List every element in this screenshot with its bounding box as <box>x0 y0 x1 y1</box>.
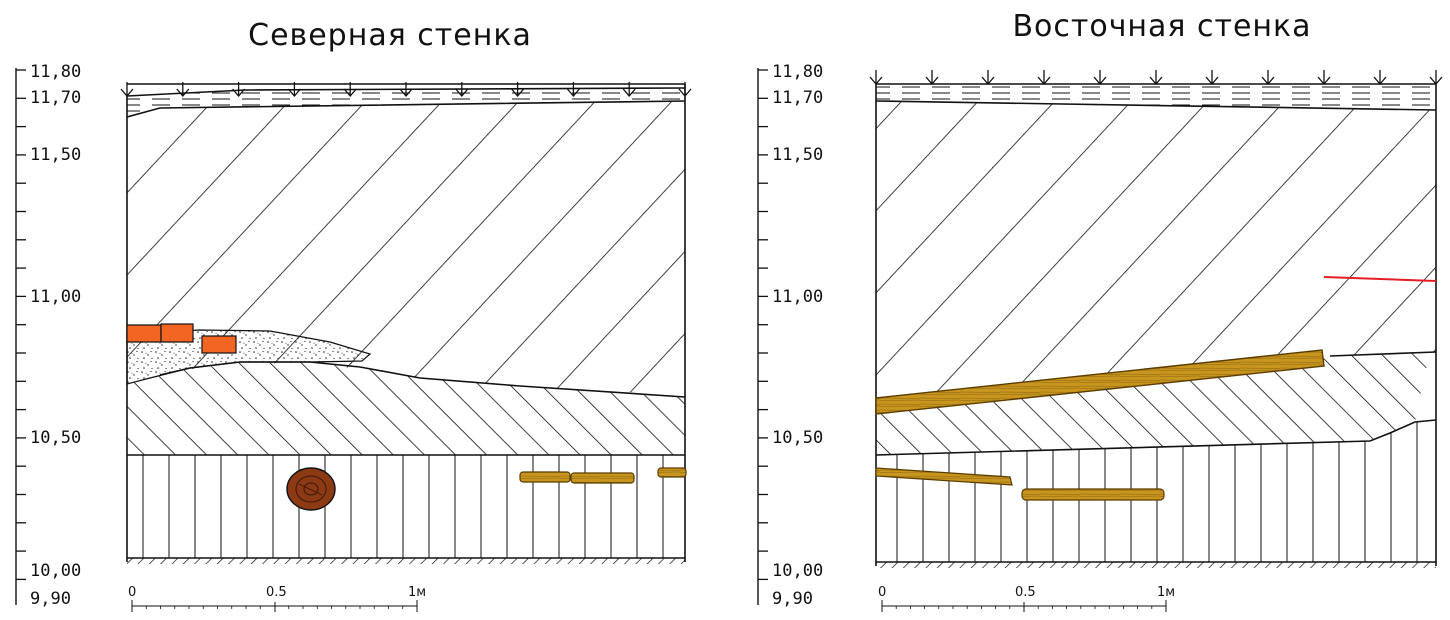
scale-label: 1м <box>408 585 426 600</box>
elevation-label: 9,90 <box>772 589 813 609</box>
elevation-label: 10,50 <box>30 428 81 448</box>
ground-surface-arrow <box>1149 70 1163 85</box>
loam-layer <box>876 101 1436 402</box>
topsoil-layer <box>127 88 685 117</box>
ground-surface-arrow <box>1373 70 1387 85</box>
elevation-label: 11,50 <box>772 145 823 165</box>
panel-title: Восточная стенка <box>1012 9 1311 44</box>
panel-title: Северная стенка <box>248 18 532 53</box>
elevation-label: 11,70 <box>772 88 823 108</box>
bar-scale: 0 0.5 1м <box>128 585 426 612</box>
elevation-label: 9,90 <box>30 589 71 609</box>
ground-surface-arrow <box>1093 70 1107 85</box>
clay-layer <box>876 352 1436 455</box>
wooden-plank <box>570 472 635 484</box>
wooden-plank <box>1021 488 1165 501</box>
section-drawing <box>120 82 692 564</box>
scale-label: 0.5 <box>1015 585 1036 600</box>
subsoil-layer <box>127 455 685 558</box>
scale-label: 0 <box>878 585 886 600</box>
wooden-plank <box>875 467 1013 486</box>
ground-surface-arrow <box>925 70 939 85</box>
clay-layer <box>127 362 685 455</box>
ground-surface-arrow <box>343 82 357 97</box>
wooden-beam <box>875 349 1325 415</box>
ground-surface-arrow <box>511 82 525 97</box>
scale-label: 1м <box>1157 585 1175 600</box>
wooden-plank <box>657 467 687 478</box>
elevation-scale: 11,80 11,70 11,50 11,00 10,50 10,00 9,90 <box>15 62 81 609</box>
ground-surface-arrow <box>176 82 190 97</box>
log-cross-section <box>286 467 336 511</box>
elevation-label: 10,50 <box>772 428 823 448</box>
elevation-label: 10,00 <box>772 561 823 581</box>
ground-surface-arrow <box>622 82 636 97</box>
elevation-label: 11,80 <box>30 62 81 82</box>
elevation-scale: 11,80 11,70 11,50 11,00 10,50 10,00 9,90 <box>757 62 823 609</box>
ground-surface-arrow <box>1317 70 1331 85</box>
elevation-label: 11,00 <box>772 287 823 307</box>
ground-surface-arrow <box>232 82 246 97</box>
floor-hatch <box>876 562 1436 568</box>
loam-layer <box>127 101 685 395</box>
brick <box>201 335 237 354</box>
ground-surface-arrow <box>120 82 134 97</box>
ground-surface-arrow <box>399 82 413 97</box>
scale-label: 0 <box>128 585 136 600</box>
ground-surface-arrow <box>869 70 883 85</box>
elevation-label: 11,00 <box>30 287 81 307</box>
panel-north: Северная стенка 11,80 11,70 11,50 11,00 … <box>15 18 692 612</box>
elevation-label: 11,70 <box>30 88 81 108</box>
ground-surface-arrow <box>678 82 692 97</box>
topsoil-layer <box>876 84 1436 110</box>
panel-east: Восточная стенка 11,80 11,70 11,50 11,00… <box>757 9 1443 612</box>
bar-scale: 0 0.5 1м <box>878 585 1175 612</box>
elevation-label: 10,00 <box>30 561 81 581</box>
ground-surface-arrow <box>1205 70 1219 85</box>
ground-surface-arrow <box>1261 70 1275 85</box>
ground-surface-arrow <box>1037 70 1051 85</box>
wooden-plank <box>519 471 571 483</box>
elevation-label: 11,50 <box>30 145 81 165</box>
section-drawing <box>869 70 1443 568</box>
ground-surface-arrow <box>287 82 301 97</box>
ground-surface-arrow <box>1429 70 1443 85</box>
scale-label: 0.5 <box>266 585 287 600</box>
floor-hatch <box>127 558 685 564</box>
ground-surface-arrow <box>981 70 995 85</box>
brick <box>126 324 162 343</box>
red-marker-line <box>1323 276 1437 282</box>
elevation-label: 11,80 <box>772 62 823 82</box>
brick <box>160 323 194 343</box>
ground-surface-arrow <box>566 82 580 97</box>
ground-surface-arrow <box>455 82 469 97</box>
